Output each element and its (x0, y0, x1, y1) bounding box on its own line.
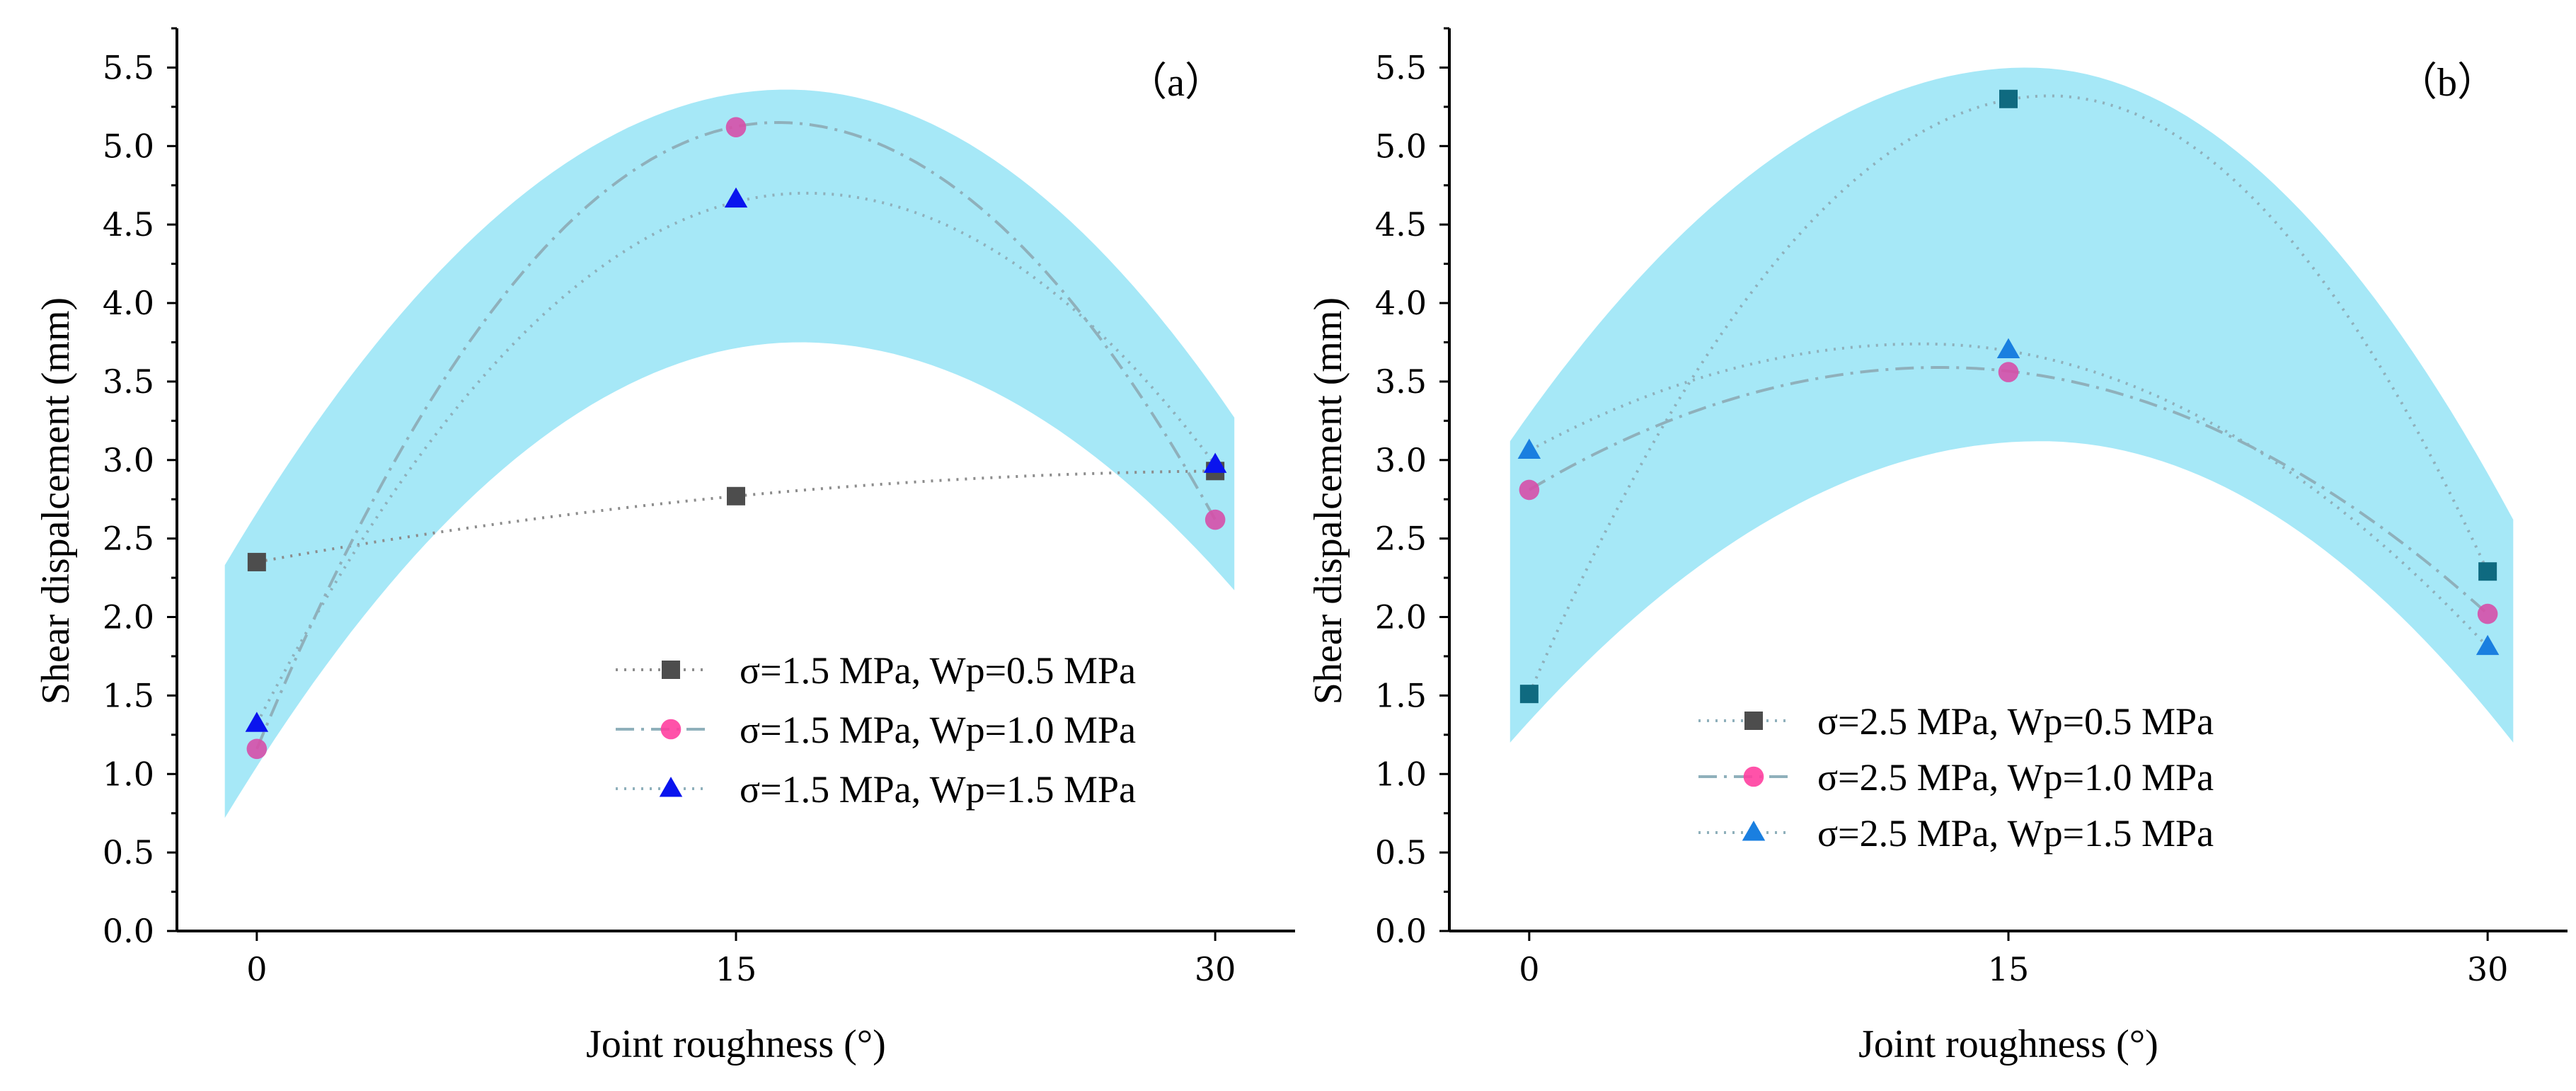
legend-marker-3 (659, 777, 683, 797)
y-tick-label: 3.0 (103, 441, 154, 479)
x-tick-label: 15 (1988, 950, 2030, 988)
y-tick-label: 1.0 (1375, 755, 1427, 793)
y-tick-label: 5.5 (103, 48, 154, 86)
y-tick-label: 2.0 (1375, 598, 1427, 636)
y-tick-label: 0.5 (1375, 833, 1427, 872)
y-tick-label: 4.5 (1375, 205, 1427, 244)
panel-label: （b） (2398, 61, 2497, 105)
data-point-s3-2 (724, 187, 748, 208)
data-point-s1-3 (2478, 562, 2497, 581)
x-tick-label: 0 (246, 950, 267, 988)
legend-label-2: σ=2.5 MPa, Wp=1.0 MPa (1817, 756, 2214, 799)
x-tick-label: 30 (1195, 950, 1236, 988)
y-tick-label: 5.0 (103, 127, 154, 165)
legend-marker-1 (662, 661, 680, 679)
data-point-s3-1 (1517, 438, 1541, 459)
y-tick-label: 5.0 (1375, 127, 1427, 165)
legend-label-3: σ=1.5 MPa, Wp=1.5 MPa (740, 768, 1136, 811)
y-axis-title: Shear dispalcement (mm) (1306, 297, 1350, 704)
confidence-band (224, 89, 1235, 818)
legend-label-2: σ=1.5 MPa, Wp=1.0 MPa (740, 709, 1136, 751)
legend-marker-2 (660, 719, 682, 740)
y-tick-label: 4.5 (103, 205, 154, 244)
y-tick-label: 1.0 (103, 755, 154, 793)
data-point-s1-2 (1999, 89, 2018, 108)
data-point-s2-3 (1204, 509, 1226, 530)
y-tick-label: 4.0 (1375, 284, 1427, 322)
y-tick-label: 0.0 (1375, 912, 1427, 950)
data-point-s2-1 (1519, 479, 1540, 501)
x-tick-label: 30 (2467, 950, 2509, 988)
y-tick-label: 2.5 (103, 520, 154, 558)
y-tick-label: 1.5 (1375, 676, 1427, 714)
legend-marker-1 (1744, 712, 1763, 730)
series-line-2 (255, 120, 1217, 750)
legend-marker-3 (1742, 821, 1766, 841)
y-tick-label: 0.5 (103, 833, 154, 872)
y-tick-label: 3.5 (1375, 362, 1427, 401)
x-tick-label: 15 (715, 950, 757, 988)
legend-marker-2 (1743, 766, 1764, 787)
y-tick-label: 2.0 (103, 598, 154, 636)
data-point-s3-3 (2476, 634, 2500, 656)
y-tick-label: 0.0 (103, 912, 154, 950)
data-point-s1-1 (247, 552, 266, 571)
legend-label-1: σ=1.5 MPa, Wp=0.5 MPa (740, 649, 1136, 692)
data-point-s3-1 (245, 712, 269, 732)
y-tick-label: 3.5 (103, 362, 154, 401)
y-tick-label: 2.5 (1375, 520, 1427, 558)
legend: σ=2.5 MPa, Wp=0.5 MPa σ=2.5 MPa, Wp=1.0 M… (1698, 700, 2214, 855)
data-point-s2-2 (1998, 362, 2019, 382)
y-tick-label: 3.0 (1375, 441, 1427, 479)
y-tick-label: 5.5 (1375, 48, 1427, 86)
data-point-s3-2 (1996, 338, 2020, 359)
legend-label-1: σ=2.5 MPa, Wp=0.5 MPa (1817, 700, 2214, 743)
y-axis-title: Shear dispalcement (mm) (34, 297, 78, 704)
panel-b: 0.0 0.5 1.0 1.5 2.0 2.5 3.0 3.5 4.0 4.5 5.0 5.5 0 15 3… (1306, 27, 2568, 1066)
data-point-s2-1 (246, 738, 268, 760)
x-tick-label: 0 (1519, 950, 1539, 988)
series-line-1 (1528, 94, 2489, 695)
y-tick-label: 1.5 (103, 676, 154, 714)
data-point-s1-1 (1519, 685, 1539, 704)
series-line-1 (256, 469, 1216, 564)
data-point-s1-2 (727, 486, 745, 505)
confidence-band (1510, 67, 2514, 743)
data-point-s2-3 (2477, 603, 2498, 624)
y-tick-label: 4.0 (103, 284, 154, 322)
x-axis-title: Joint roughness (°) (586, 1022, 886, 1066)
panel-label: （a） (1127, 61, 1224, 105)
data-point-s2-2 (725, 117, 747, 137)
legend: σ=1.5 MPa, Wp=0.5 MPa σ=1.5 MPa, Wp=1.0 M… (616, 649, 1136, 811)
legend-label-3: σ=2.5 MPa, Wp=1.5 MPa (1817, 812, 2214, 855)
panel-a: 0.0 0.5 1.0 1.5 2.0 2.5 3.0 3.5 4.0 4.5 5.0 5.5 0 15 3… (34, 27, 1295, 1066)
data-point-s3-3 (1203, 452, 1227, 473)
x-axis-title: Joint roughness (°) (1858, 1022, 2158, 1066)
